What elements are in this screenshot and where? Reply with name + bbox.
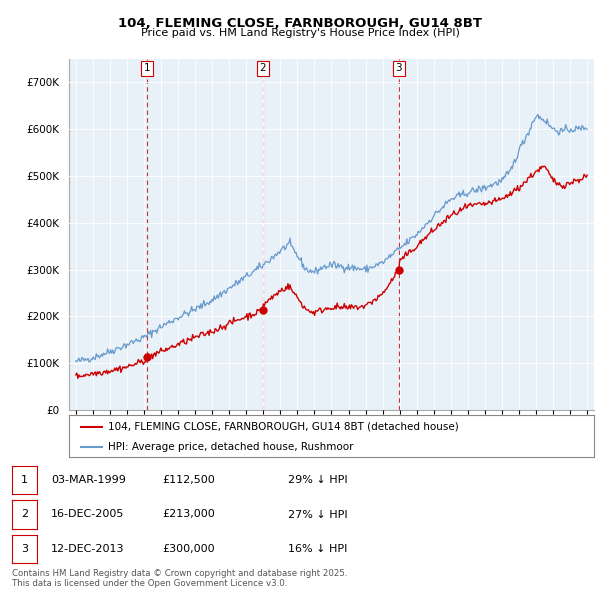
Text: 104, FLEMING CLOSE, FARNBOROUGH, GU14 8BT: 104, FLEMING CLOSE, FARNBOROUGH, GU14 8B… [118, 17, 482, 30]
Text: £300,000: £300,000 [162, 544, 215, 553]
Text: HPI: Average price, detached house, Rushmoor: HPI: Average price, detached house, Rush… [109, 442, 354, 451]
Text: 1: 1 [21, 476, 28, 485]
Text: 1: 1 [143, 63, 150, 73]
Text: 12-DEC-2013: 12-DEC-2013 [51, 544, 125, 553]
Text: 2: 2 [259, 63, 266, 73]
Text: 104, FLEMING CLOSE, FARNBOROUGH, GU14 8BT (detached house): 104, FLEMING CLOSE, FARNBOROUGH, GU14 8B… [109, 422, 459, 432]
Text: £112,500: £112,500 [162, 476, 215, 485]
Text: Contains HM Land Registry data © Crown copyright and database right 2025.
This d: Contains HM Land Registry data © Crown c… [12, 569, 347, 588]
Text: 3: 3 [21, 544, 28, 553]
Text: 3: 3 [395, 63, 402, 73]
Text: 16-DEC-2005: 16-DEC-2005 [51, 510, 124, 519]
Text: 16% ↓ HPI: 16% ↓ HPI [288, 544, 347, 553]
Text: 03-MAR-1999: 03-MAR-1999 [51, 476, 126, 485]
Text: £213,000: £213,000 [162, 510, 215, 519]
Text: 27% ↓ HPI: 27% ↓ HPI [288, 510, 347, 519]
Text: 2: 2 [21, 510, 28, 519]
Text: Price paid vs. HM Land Registry's House Price Index (HPI): Price paid vs. HM Land Registry's House … [140, 28, 460, 38]
Text: 29% ↓ HPI: 29% ↓ HPI [288, 476, 347, 485]
